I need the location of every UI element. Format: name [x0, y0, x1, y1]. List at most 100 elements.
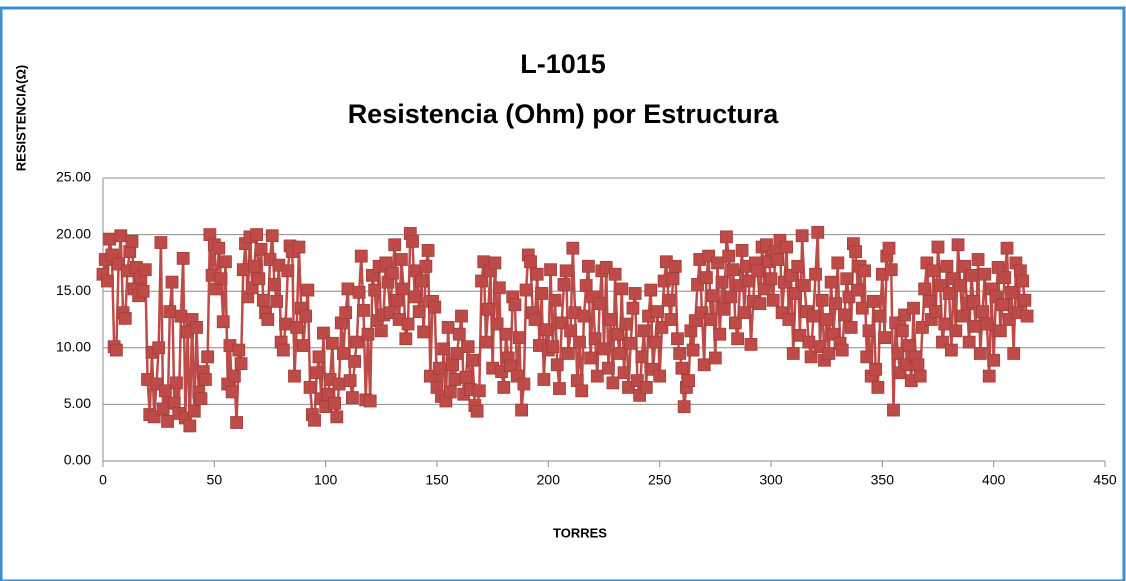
marker	[292, 240, 306, 254]
marker	[831, 256, 845, 270]
marker	[368, 283, 382, 297]
marker	[862, 324, 876, 338]
marker	[731, 332, 744, 346]
marker	[544, 263, 557, 277]
marker	[835, 343, 849, 357]
marker	[608, 267, 622, 281]
marker	[662, 293, 675, 307]
marker	[922, 294, 936, 308]
marker	[154, 236, 168, 249]
marker	[343, 374, 357, 388]
marker	[593, 297, 606, 311]
marker	[780, 240, 793, 254]
marker	[101, 274, 114, 288]
marker	[811, 225, 825, 239]
marker	[993, 324, 1007, 338]
marker	[535, 287, 549, 300]
marker	[951, 238, 965, 252]
marker	[715, 275, 729, 289]
marker	[441, 321, 455, 334]
marker	[268, 278, 281, 291]
marker	[786, 347, 800, 360]
y-tick-label: 25.00	[56, 169, 91, 185]
marker	[728, 316, 742, 330]
x-axis-label: TORRES	[553, 525, 607, 540]
x-tick-label: 450	[1093, 472, 1117, 488]
marker	[374, 324, 388, 338]
marker	[956, 309, 969, 323]
marker	[628, 287, 642, 300]
x-tick-label: 150	[425, 472, 449, 488]
marker	[635, 350, 649, 364]
marker	[802, 335, 816, 349]
marker	[254, 242, 268, 256]
marker	[428, 300, 442, 314]
marker	[530, 267, 544, 281]
marker	[539, 323, 553, 337]
marker	[481, 302, 495, 316]
marker	[584, 351, 598, 365]
marker	[308, 413, 321, 427]
marker	[795, 229, 809, 243]
marker	[613, 347, 626, 360]
marker	[265, 229, 279, 243]
marker	[882, 241, 896, 255]
marker	[1018, 293, 1032, 307]
marker	[735, 244, 749, 257]
marker	[201, 350, 215, 364]
marker	[949, 324, 963, 338]
marker	[330, 410, 344, 424]
marker	[216, 315, 230, 329]
marker	[648, 335, 662, 349]
marker	[967, 294, 981, 308]
marker	[849, 245, 863, 258]
marker	[303, 381, 317, 394]
marker	[1007, 347, 1021, 360]
marker	[911, 358, 925, 372]
marker	[737, 306, 751, 320]
marker	[869, 362, 883, 376]
marker	[361, 327, 375, 341]
marker	[136, 284, 150, 298]
marker	[626, 301, 640, 315]
marker	[809, 267, 822, 281]
marker	[561, 347, 575, 360]
y-tick-label: 0.00	[64, 452, 91, 468]
marker	[161, 414, 174, 428]
marker	[771, 253, 785, 266]
marker	[953, 279, 967, 292]
marker	[913, 369, 927, 383]
marker	[867, 294, 880, 308]
marker	[466, 353, 480, 367]
marker	[588, 332, 602, 346]
marker	[214, 272, 228, 286]
marker	[537, 373, 551, 386]
marker	[236, 263, 250, 277]
marker	[194, 392, 208, 406]
chart-subtitle: Resistencia (Ohm) por Estructura	[348, 99, 780, 129]
marker	[452, 327, 466, 341]
marker	[508, 298, 522, 312]
marker	[639, 381, 653, 394]
marker	[697, 358, 711, 372]
marker	[290, 321, 304, 334]
marker	[677, 400, 691, 414]
marker	[288, 369, 301, 383]
marker	[190, 321, 203, 334]
marker	[873, 309, 887, 323]
marker	[575, 384, 589, 398]
marker	[138, 263, 152, 277]
marker	[504, 359, 517, 373]
marker	[354, 249, 368, 263]
marker	[461, 340, 475, 354]
y-axis-label: RESISTENCIA(Ω)	[13, 65, 28, 171]
marker	[363, 394, 377, 408]
marker	[109, 343, 123, 357]
marker	[706, 289, 720, 303]
marker	[421, 244, 435, 257]
marker	[546, 340, 560, 354]
marker	[855, 301, 869, 315]
x-tick-label: 350	[871, 472, 895, 488]
marker	[927, 264, 940, 278]
marker	[962, 335, 976, 349]
